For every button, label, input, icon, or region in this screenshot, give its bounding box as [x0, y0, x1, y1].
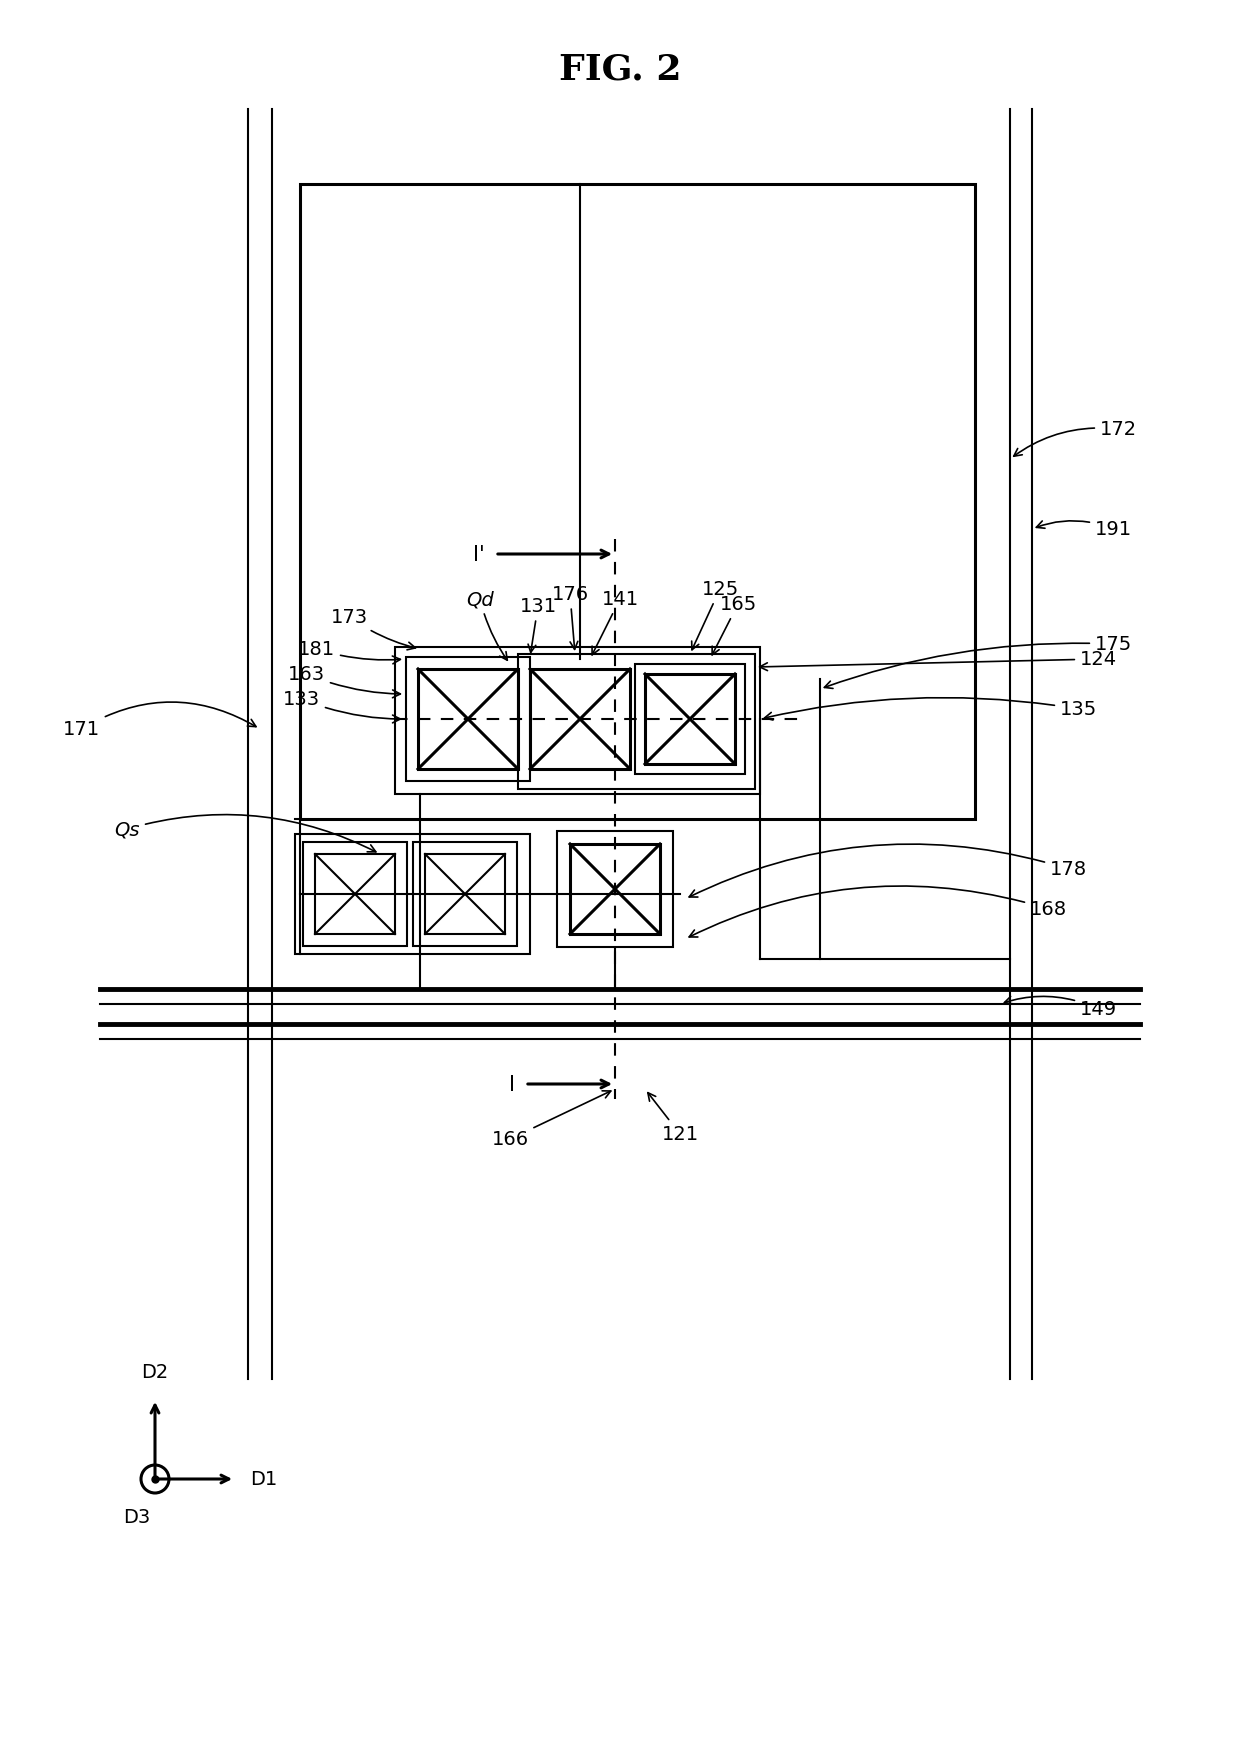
Text: 168: 168	[689, 887, 1068, 938]
Bar	[425, 854, 505, 935]
Bar	[303, 843, 407, 947]
Text: 181: 181	[298, 640, 401, 664]
Text: D2: D2	[141, 1362, 169, 1381]
Text: 165: 165	[712, 596, 756, 655]
Text: 178: 178	[689, 845, 1087, 898]
Text: D1: D1	[250, 1469, 278, 1488]
Text: 124: 124	[760, 650, 1117, 671]
Text: 149: 149	[1004, 996, 1117, 1019]
Bar	[557, 831, 673, 947]
Bar	[413, 843, 517, 947]
Bar	[635, 664, 745, 775]
Bar	[529, 669, 630, 770]
Text: D3: D3	[123, 1508, 150, 1527]
Bar	[518, 655, 755, 789]
Bar	[295, 835, 529, 954]
Text: 172: 172	[1014, 420, 1137, 457]
Text: 125: 125	[692, 580, 739, 650]
Text: 121: 121	[647, 1093, 698, 1144]
Text: FIG. 2: FIG. 2	[559, 53, 681, 86]
Text: 175: 175	[825, 634, 1132, 689]
Text: I': I'	[474, 545, 485, 564]
Text: I: I	[508, 1074, 515, 1095]
Bar	[396, 648, 760, 794]
Text: 133: 133	[283, 691, 401, 724]
Text: 166: 166	[491, 1091, 611, 1149]
Text: 135: 135	[765, 698, 1097, 720]
Text: 173: 173	[331, 608, 415, 650]
Bar	[300, 184, 975, 819]
Bar	[315, 854, 396, 935]
Bar	[570, 845, 660, 935]
Text: Qd: Qd	[466, 590, 507, 661]
Text: 171: 171	[63, 703, 255, 740]
Text: 191: 191	[1037, 520, 1132, 539]
Text: 163: 163	[288, 666, 401, 698]
Bar	[645, 675, 735, 764]
Text: Qs: Qs	[114, 815, 376, 852]
Text: 176: 176	[552, 585, 589, 650]
Text: 141: 141	[591, 590, 639, 655]
Text: 131: 131	[520, 597, 557, 654]
Bar	[405, 657, 529, 782]
Bar	[418, 669, 518, 770]
